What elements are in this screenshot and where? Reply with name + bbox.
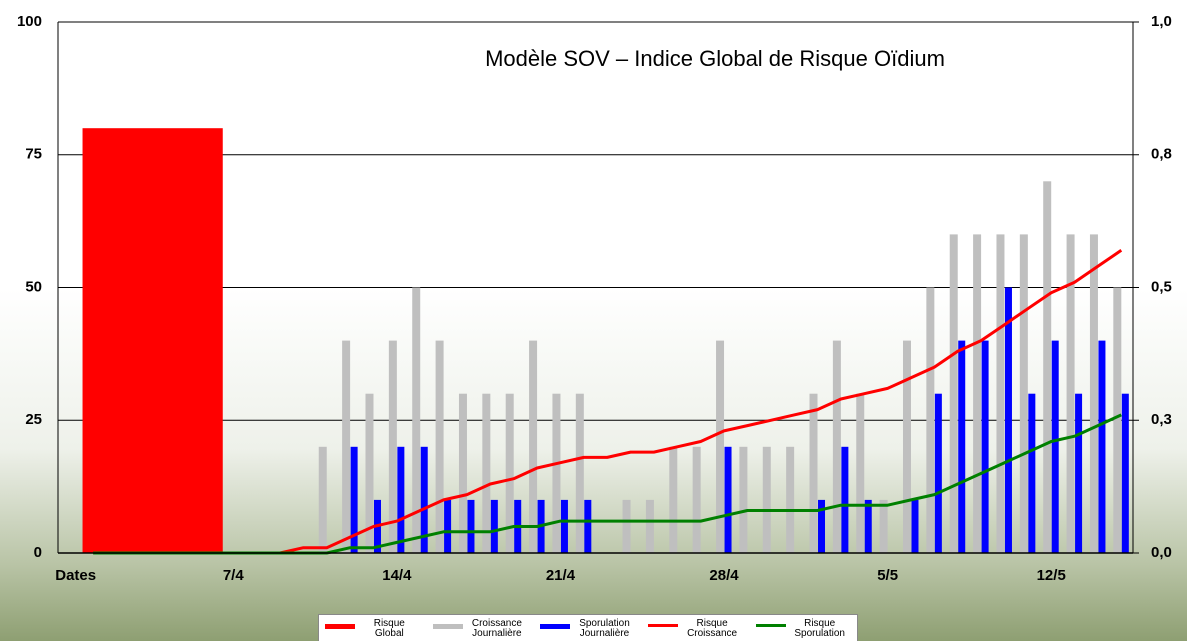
legend-label: Sporulation Journalière — [573, 619, 635, 639]
legend-item: Risque Global — [325, 619, 420, 639]
y-tick-label: 0 — [34, 544, 42, 561]
x-tick-label: 14/4 — [382, 567, 412, 584]
bar — [810, 394, 818, 553]
bar — [436, 341, 444, 553]
bar — [1090, 234, 1098, 553]
bar — [926, 288, 934, 554]
y-tick-label: 50 — [25, 278, 42, 295]
bar — [1052, 341, 1059, 553]
bar — [1122, 394, 1129, 553]
legend-swatch — [756, 624, 786, 627]
y-tick-label: 25 — [25, 411, 42, 428]
legend-item: Risque Croissance — [648, 619, 743, 639]
bar — [319, 447, 327, 553]
bar — [467, 500, 474, 553]
legend-swatch — [648, 624, 678, 627]
legend-label: Risque Sporulation — [789, 619, 851, 639]
x-tick-label: 21/4 — [546, 567, 576, 584]
legend-swatch — [433, 624, 463, 629]
bar — [342, 341, 350, 553]
bar — [623, 500, 631, 553]
legend-label: Risque Croissance — [681, 619, 743, 639]
bar — [444, 500, 451, 553]
y2-tick-label: 0,5 — [1151, 278, 1172, 295]
bar — [1043, 181, 1051, 553]
x-tick-label: 28/4 — [709, 567, 739, 584]
bar — [950, 234, 958, 553]
legend-label: Risque Global — [358, 619, 420, 639]
page: Modèle SOV – Indice Global de Risque Oïd… — [0, 0, 1187, 641]
bar — [725, 447, 732, 553]
bar — [1028, 394, 1035, 553]
legend-swatch — [325, 624, 355, 629]
bar — [1020, 234, 1028, 553]
bar — [911, 500, 918, 553]
bar — [763, 447, 771, 553]
bar — [491, 500, 498, 553]
legend-item: Sporulation Journalière — [540, 619, 635, 639]
y2-tick-label: 0,3 — [1151, 411, 1172, 428]
bar — [865, 500, 872, 553]
bar — [646, 500, 654, 553]
x-tick-label: 5/5 — [877, 567, 898, 584]
legend-item: Risque Sporulation — [756, 619, 851, 639]
bar — [576, 394, 584, 553]
bar — [561, 500, 568, 553]
bar — [716, 341, 724, 553]
y-tick-label: 100 — [17, 13, 42, 30]
legend-item: Croissance Journalière — [433, 619, 528, 639]
legend-swatch — [540, 624, 570, 629]
x-tick-label: 7/4 — [223, 567, 245, 584]
bar — [786, 447, 794, 553]
bar — [880, 500, 888, 553]
bar — [856, 394, 864, 553]
bar — [397, 447, 404, 553]
bar — [552, 394, 560, 553]
legend-label: Croissance Journalière — [466, 619, 528, 639]
bar — [1113, 288, 1121, 554]
bar — [584, 500, 591, 553]
bar — [982, 341, 989, 553]
bar — [833, 341, 841, 553]
y2-tick-label: 0,0 — [1151, 544, 1172, 561]
x-tick-label: 12/5 — [1037, 567, 1066, 584]
bar — [739, 447, 747, 553]
bar — [1098, 341, 1105, 553]
bar — [958, 341, 965, 553]
bar — [529, 341, 537, 553]
bar — [935, 394, 942, 553]
bar — [1075, 394, 1082, 553]
bar — [83, 128, 223, 553]
bar — [903, 341, 911, 553]
bar — [669, 447, 677, 553]
bar — [693, 447, 701, 553]
legend: Risque Global Croissance Journalière Sporu… — [318, 614, 858, 641]
bar — [1005, 288, 1012, 554]
bar — [841, 447, 848, 553]
bar — [459, 394, 467, 553]
x-tick-label: Dates — [55, 567, 96, 584]
bar — [996, 234, 1004, 553]
y2-tick-label: 0,8 — [1151, 146, 1172, 163]
y-tick-label: 75 — [25, 146, 42, 163]
line — [93, 415, 1121, 553]
chart: Modèle SOV – Indice Global de Risque Oïd… — [0, 0, 1187, 641]
y2-tick-label: 1,0 — [1151, 13, 1172, 30]
bar — [973, 234, 981, 553]
bar — [482, 394, 490, 553]
chart-title: Modèle SOV – Indice Global de Risque Oïd… — [485, 46, 945, 71]
